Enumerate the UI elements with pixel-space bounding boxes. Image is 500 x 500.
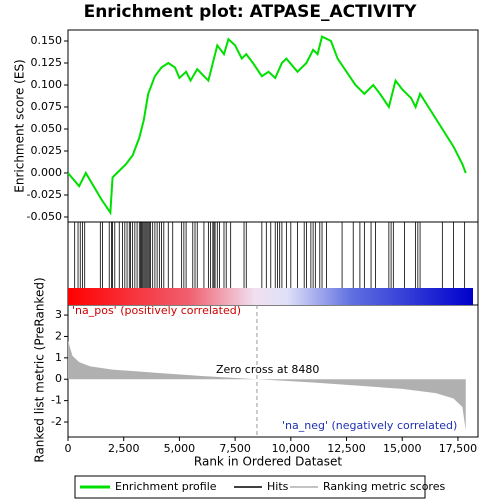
x-tick-label: 2,500	[108, 442, 140, 455]
y-tick-label: -0.050	[27, 210, 62, 223]
y-tick-label: -1	[51, 394, 62, 407]
x-tick-label: 15,000	[383, 442, 422, 455]
y-tick-label: 0.000	[31, 166, 63, 179]
y-tick-label: 1	[55, 351, 62, 364]
annotation: 'na_neg' (negatively correlated)	[282, 419, 457, 432]
chart-title: Enrichment plot: ATPASE_ACTIVITY	[84, 2, 417, 22]
y-tick-label: -2	[51, 415, 62, 428]
x-axis-label: Rank in Ordered Dataset	[194, 455, 342, 469]
y-tick-label: 3	[55, 308, 62, 321]
x-tick-label: 10,000	[272, 442, 311, 455]
x-tick-label: 5,000	[164, 442, 196, 455]
x-tick-label: 17,500	[439, 442, 478, 455]
metric-area	[68, 340, 466, 431]
y-tick-label: 0.125	[31, 56, 63, 69]
frame	[67, 29, 479, 438]
legend-label: Ranking metric scores	[323, 480, 445, 493]
y-axis-label: Ranked list metric (PreRanked)	[33, 277, 47, 462]
annotation: 'na_pos' (positively correlated)	[72, 304, 241, 317]
y-tick-label: 0.025	[31, 144, 63, 157]
y-tick-label: 0.075	[31, 100, 63, 113]
y-tick-label: 0	[55, 372, 62, 385]
legend-label: Enrichment profile	[115, 480, 217, 493]
y-tick-label: 2	[55, 329, 62, 342]
y-tick-label: 0.150	[31, 34, 63, 47]
legend-label: Hits	[267, 480, 289, 493]
x-tick-label: 12,500	[327, 442, 366, 455]
annotation: Zero cross at 8480	[216, 363, 319, 376]
color-bar	[68, 288, 473, 305]
x-tick-label: 7,500	[219, 442, 251, 455]
es-line	[67, 35, 467, 216]
y-tick-label: -0.025	[27, 188, 62, 201]
y-tick-label: 0.100	[31, 78, 63, 91]
x-tick-label: 0	[65, 442, 72, 455]
y-tick-label: 0.050	[31, 122, 63, 135]
y-axis-label: Enrichment score (ES)	[13, 59, 27, 192]
